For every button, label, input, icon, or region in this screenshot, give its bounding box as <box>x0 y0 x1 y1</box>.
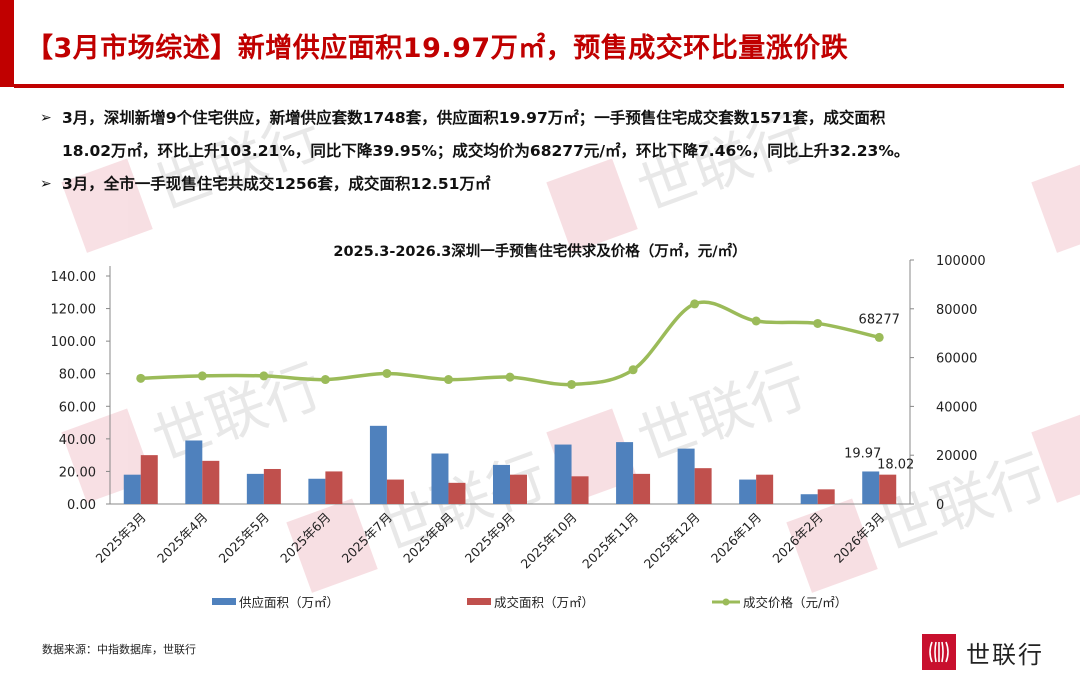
x-axis-category-label: 2025年5月 <box>216 510 272 566</box>
bar <box>554 444 572 504</box>
left-axis-tick-label: 60.00 <box>59 400 96 415</box>
price-point <box>197 371 207 381</box>
price-point <box>382 368 392 378</box>
left-axis-tick-label: 0.00 <box>67 498 96 513</box>
bar <box>123 474 141 504</box>
bar <box>263 468 281 504</box>
bar <box>616 442 634 504</box>
bar <box>800 494 818 504</box>
x-axis-category-label: 2025年3月 <box>92 510 148 566</box>
bar <box>633 473 651 504</box>
left-axis-tick-label: 80.00 <box>59 368 96 383</box>
bar <box>862 471 880 504</box>
price-point <box>505 372 515 382</box>
x-axis-category-label: 2025年10月 <box>518 510 580 572</box>
x-axis-category-label: 2025年4月 <box>154 510 210 566</box>
x-axis-category-label: 2025年9月 <box>462 510 518 566</box>
x-axis-category-label: 2026年3月 <box>831 510 887 566</box>
bar <box>510 474 527 504</box>
title-underline <box>14 84 1064 88</box>
legend-label: 供应面积（万㎡） <box>239 595 339 610</box>
bar <box>448 482 466 504</box>
logo-mark-icon <box>922 634 956 670</box>
company-logo: 世联行 <box>922 634 1044 670</box>
right-axis-tick-label: 40000 <box>936 400 977 415</box>
bar <box>694 468 712 504</box>
data-source-note: 数据来源：中指数据库，世联行 <box>42 643 196 656</box>
bar <box>571 476 589 504</box>
price-point <box>567 379 577 389</box>
bullet-item: ➢ 3月，深圳新增9个住宅供应，新增供应套数1748套，供应面积19.97万㎡；… <box>40 102 1050 168</box>
price-point <box>628 365 638 375</box>
price-point <box>320 375 330 385</box>
bar <box>739 479 757 504</box>
left-axis-tick-label: 20.00 <box>59 465 96 480</box>
legend-label: 成交面积（万㎡） <box>494 595 594 610</box>
legend-label: 成交价格（元/㎡） <box>743 595 847 610</box>
x-axis-category-label: 2026年2月 <box>769 510 825 566</box>
price-point <box>136 373 146 383</box>
left-axis-tick-label: 40.00 <box>59 433 96 448</box>
left-axis-tick-label: 140.00 <box>51 270 97 285</box>
bar <box>185 440 203 504</box>
bar <box>246 473 264 504</box>
arrow-bullet-icon: ➢ <box>40 176 52 192</box>
bar <box>369 425 387 504</box>
x-axis-category-label: 2025年11月 <box>579 510 641 572</box>
x-axis-category-label: 2025年12月 <box>641 510 703 572</box>
price-point <box>751 316 761 326</box>
data-label: 18.02 <box>877 458 914 473</box>
chart-title: 2025.3-2026.3深圳一手预售住宅供求及价格（万㎡，元/㎡） <box>333 244 747 260</box>
bar <box>879 474 897 504</box>
right-axis-tick-label: 60000 <box>936 352 977 367</box>
page-title: 【3月市场综述】新增供应面积19.97万㎡，预售成交环比量涨价跌 <box>26 33 849 64</box>
right-axis-tick-label: 80000 <box>936 303 977 318</box>
price-point <box>813 318 823 328</box>
left-axis-tick-label: 100.00 <box>51 335 97 350</box>
left-axis-tick-label: 120.00 <box>51 303 97 318</box>
bullet-item: ➢ 3月，全市一手现售住宅共成交1256套，成交面积12.51万㎡ <box>40 168 1050 201</box>
data-label: 19.97 <box>844 446 881 461</box>
right-axis-tick-label: 20000 <box>936 449 977 464</box>
x-axis-category-label: 2025年6月 <box>277 510 333 566</box>
price-point <box>874 332 884 342</box>
bar <box>431 453 449 504</box>
x-axis-category-label: 2026年1月 <box>708 510 764 566</box>
bullet-text-line: 3月，深圳新增9个住宅供应，新增供应套数1748套，供应面积19.97万㎡；一手… <box>62 109 886 127</box>
bar <box>308 478 326 504</box>
right-axis-tick-label: 0 <box>936 498 944 513</box>
price-point <box>259 371 269 381</box>
price-line <box>140 300 880 387</box>
logo-text: 世联行 <box>966 640 1044 669</box>
bar <box>140 455 158 504</box>
bar <box>493 464 510 504</box>
bar <box>817 489 835 504</box>
summary-bullets: ➢ 3月，深圳新增9个住宅供应，新增供应套数1748套，供应面积19.97万㎡；… <box>40 102 1050 201</box>
right-axis-tick-label: 100000 <box>936 254 986 269</box>
bar <box>325 471 343 504</box>
bar <box>756 474 774 504</box>
data-label: 68277 <box>859 312 900 327</box>
price-point <box>443 375 453 385</box>
x-axis-category-label: 2025年8月 <box>400 510 456 566</box>
legend-swatch <box>212 598 236 605</box>
bullet-text-line: 3月，全市一手现售住宅共成交1256套，成交面积12.51万㎡ <box>62 175 491 193</box>
bar <box>386 479 404 504</box>
bar <box>202 460 220 504</box>
x-axis-category-label: 2025年7月 <box>339 510 395 566</box>
bullet-text-line: 18.02万㎡，环比上升103.21%，同比下降39.95%；成交均价为6827… <box>62 142 910 160</box>
arrow-bullet-icon: ➢ <box>40 110 52 126</box>
bar <box>677 448 695 504</box>
legend-swatch <box>467 598 491 605</box>
title-accent-bar <box>0 0 14 87</box>
price-point <box>690 299 700 309</box>
